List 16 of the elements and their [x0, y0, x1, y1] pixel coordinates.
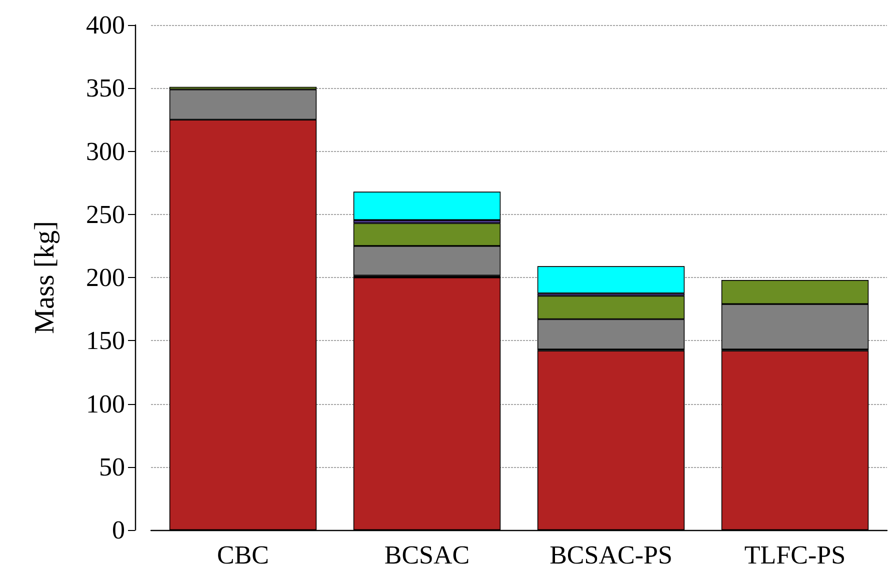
- x-tick-label: CBC: [216, 540, 270, 570]
- y-tick-label: 400: [86, 10, 125, 40]
- bar: [537, 266, 685, 294]
- y-tick-label: 200: [86, 263, 125, 292]
- y-tick-label: 50: [99, 452, 125, 482]
- x-tick-label: TLFC-PS: [744, 540, 846, 570]
- bar: [353, 192, 501, 220]
- x-tick-label: BCSAC: [384, 540, 470, 570]
- y-tick-label: 300: [86, 136, 125, 166]
- y-tick-label: 350: [86, 74, 125, 103]
- y-tick-label: 0: [112, 516, 125, 544]
- y-tick-label: 250: [86, 200, 125, 229]
- y-tick-label: 100: [86, 389, 125, 418]
- x-tick-label: BCSAC-PS: [550, 540, 672, 570]
- y-tick-label: 150: [86, 326, 125, 356]
- y-axis-title: Mass [kg]: [30, 221, 60, 334]
